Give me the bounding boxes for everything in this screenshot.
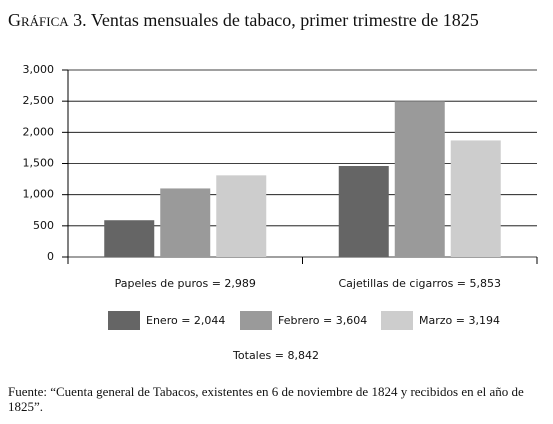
title-prefix: Gráfica 3. bbox=[8, 10, 87, 30]
x-tick-label: Papeles de puros = 2,989 bbox=[115, 277, 256, 290]
bar bbox=[394, 101, 445, 258]
bar bbox=[338, 165, 389, 257]
total-label: Totales = 8,842 bbox=[232, 349, 319, 362]
y-tick-label: 500 bbox=[33, 219, 54, 232]
chart-title: Gráfica 3. Ventas mensuales de tabaco, p… bbox=[8, 10, 479, 30]
bar bbox=[450, 140, 501, 257]
legend-swatch bbox=[108, 311, 140, 330]
legend-label: Marzo = 3,194 bbox=[419, 314, 500, 327]
source-note: Fuente: “Cuenta general de Tabacos, exis… bbox=[8, 384, 524, 414]
y-tick-label: 3,000 bbox=[23, 63, 55, 76]
legend-label: Febrero = 3,604 bbox=[278, 314, 367, 327]
y-tick-label: 2,000 bbox=[23, 125, 55, 138]
chart: Gráfica 3. Ventas mensuales de tabaco, p… bbox=[8, 10, 538, 362]
legend-label: Enero = 2,044 bbox=[146, 314, 225, 327]
bar bbox=[216, 175, 267, 257]
y-tick-label: 1,000 bbox=[23, 188, 55, 201]
x-tick-label: Cajetillas de cigarros = 5,853 bbox=[338, 277, 501, 290]
title-text: Ventas mensuales de tabaco, primer trime… bbox=[91, 10, 479, 30]
bar bbox=[104, 220, 155, 257]
y-tick-label: 1,500 bbox=[23, 157, 55, 170]
legend-swatch bbox=[381, 311, 413, 330]
legend-swatch bbox=[240, 311, 272, 330]
y-tick-label: 0 bbox=[47, 250, 54, 263]
bar bbox=[160, 188, 211, 257]
y-tick-label: 2,500 bbox=[23, 94, 55, 107]
